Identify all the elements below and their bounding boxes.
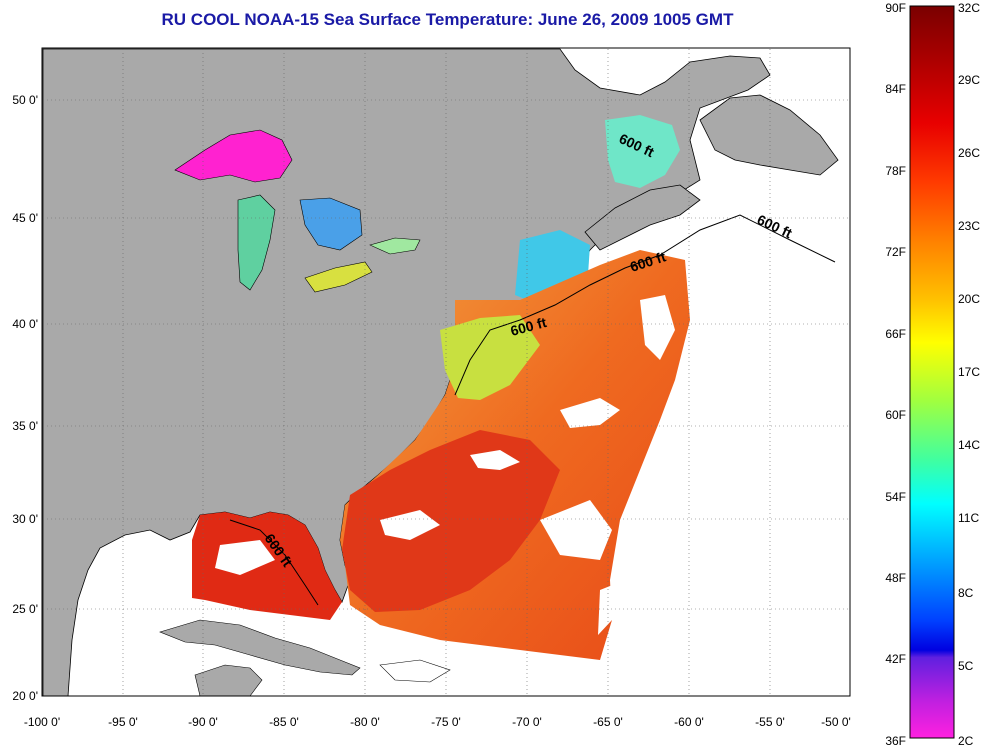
land-hispaniola (379, 659, 451, 683)
lon-label-65: -65 0' (593, 715, 623, 729)
cbar-f-84: 84F (885, 82, 906, 96)
cbar-c-11: 11C (958, 511, 979, 525)
land-cuba (159, 619, 361, 676)
lon-label-55: -55 0' (755, 715, 785, 729)
lat-label-25: 25 0' (12, 602, 38, 616)
sst-warm-core (342, 430, 560, 612)
sst-gulf-of-mexico (192, 512, 342, 620)
lat-label-40: 40 0' (12, 317, 38, 331)
colorbar (909, 5, 955, 739)
lon-label-100: -100 0' (24, 715, 60, 729)
lake-michigan (237, 194, 276, 291)
lon-label-50: -50 0' (821, 715, 851, 729)
lon-label-70: -70 0' (512, 715, 542, 729)
cbar-c-17: 17C (958, 365, 980, 379)
lat-label-20: 20 0' (12, 689, 38, 703)
cbar-f-72: 72F (885, 245, 906, 259)
isobath-600ft-gulf (229, 519, 319, 606)
cbar-c-2: 2C (958, 734, 974, 748)
lon-label-75: -75 0' (431, 715, 461, 729)
lat-label-35: 35 0' (12, 419, 38, 433)
cbar-f-54: 54F (885, 490, 906, 504)
cbar-f-36: 36F (885, 734, 906, 748)
cbar-c-29: 29C (958, 73, 980, 87)
cbar-f-48: 48F (885, 571, 906, 585)
colorbar-f-labels: 90F 84F 78F 72F 66F 60F 54F 48F 42F 36F (885, 1, 906, 748)
cbar-f-60: 60F (885, 408, 906, 422)
cbar-c-32: 32C (958, 1, 980, 15)
lat-label-50: 50 0' (12, 93, 38, 107)
lat-label-45: 45 0' (12, 211, 38, 225)
cbar-f-78: 78F (885, 164, 906, 178)
sst-mid-atlantic-cool (440, 315, 540, 400)
lake-ontario (369, 237, 421, 255)
sst-gulf-st-lawrence (605, 115, 680, 188)
cbar-c-26: 26C (958, 146, 980, 160)
lon-label-85: -85 0' (269, 715, 299, 729)
cbar-c-14: 14C (958, 438, 980, 452)
lake-erie (304, 261, 373, 293)
cbar-f-66: 66F (885, 327, 906, 341)
colorbar-c-labels: 32C 29C 26C 23C 20C 17C 14C 11C 8C 5C 2C (958, 1, 980, 748)
cbar-c-23: 23C (958, 219, 980, 233)
cbar-c-5: 5C (958, 659, 974, 673)
map-title: RU COOL NOAA-15 Sea Surface Temperature:… (161, 10, 734, 29)
land-nova-scotia (584, 184, 701, 251)
isobath-600ft (454, 214, 836, 396)
cloud-patches (215, 295, 675, 635)
lon-label-95: -95 0' (108, 715, 138, 729)
lon-label-60: -60 0' (674, 715, 704, 729)
cbar-c-8: 8C (958, 586, 974, 600)
lake-huron (299, 197, 363, 251)
lon-label-80: -80 0' (350, 715, 380, 729)
lon-label-90: -90 0' (188, 715, 218, 729)
lake-superior (174, 129, 293, 183)
cbar-f-90: 90F (885, 1, 906, 15)
map-border (41, 47, 851, 697)
cbar-c-20: 20C (958, 292, 980, 306)
land-newfoundland (699, 94, 839, 176)
graticule (43, 49, 850, 696)
cbar-f-42: 42F (885, 652, 906, 666)
lat-label-30: 30 0' (12, 512, 38, 526)
